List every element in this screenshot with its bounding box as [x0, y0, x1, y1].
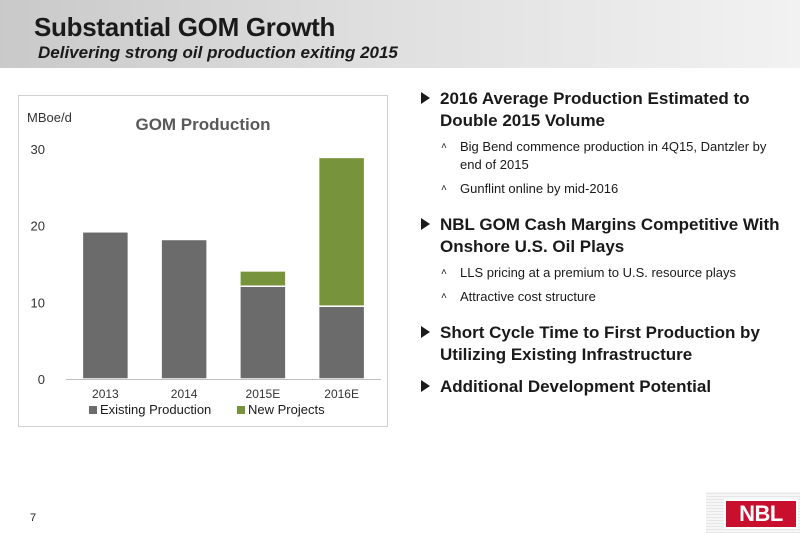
bullet-text: 2016 Average Production Estimated to Dou…	[440, 89, 750, 130]
sub-bullet-item: ˄ Gunflint online by mid-2016	[420, 180, 790, 198]
page-number: 7	[30, 512, 37, 524]
sub-bullet-item: ˄ Attractive cost structure	[420, 288, 790, 306]
sub-bullet-text: Attractive cost structure	[460, 289, 596, 304]
bullet-arrow-icon	[421, 380, 430, 392]
sub-bullet-item: ˄ Big Bend commence production in 4Q15, D…	[420, 138, 790, 174]
nbl-logo: NBL	[724, 499, 798, 529]
bar-new-projects-2016E	[317, 156, 366, 307]
sub-bullet-caret-icon: ˄	[441, 291, 447, 302]
bullet-item: 2016 Average Production Estimated to Dou…	[420, 88, 790, 132]
bullet-list: 2016 Average Production Estimated to Dou…	[420, 88, 790, 398]
sub-bullet-text: LLS pricing at a premium to U.S. resourc…	[460, 265, 737, 280]
bullet-text: Short Cycle Time to First Production by …	[440, 323, 760, 364]
gom-production-chart: MBoe/d GOM Production 0 10 20 30 2013 2014 20…	[27, 110, 381, 417]
sub-bullet-caret-icon: ˄	[441, 267, 447, 278]
y-tick-label: 0	[38, 372, 45, 387]
bar-new-projects-2015E	[239, 270, 287, 287]
bar-existing-2015E	[239, 285, 287, 380]
bullet-text: Additional Development Potential	[440, 377, 712, 396]
bar-existing-2016E	[317, 305, 366, 380]
page-title: Substantial GOM Growth	[34, 12, 336, 42]
bar-existing-2014	[160, 238, 208, 380]
y-tick-label: 20	[31, 219, 45, 234]
bar-existing-2013	[81, 231, 130, 380]
sub-bullet-text: Big Bend commence production in 4Q15, Da…	[460, 139, 767, 172]
bullet-arrow-icon	[421, 92, 430, 104]
sub-bullet-text: Gunflint online by mid-2016	[460, 181, 619, 196]
bullet-arrow-icon	[421, 326, 430, 338]
sub-bullet-caret-icon: ˄	[441, 183, 447, 194]
y-tick-label: 30	[31, 142, 45, 157]
chart-panel: MBoe/d GOM Production 0 10 20 30 2013 2014 20…	[18, 95, 388, 427]
legend-swatch-existing	[89, 406, 97, 414]
bullet-item: Additional Development Potential	[420, 376, 790, 398]
bullet-text: NBL GOM Cash Margins Competitive With On…	[440, 215, 780, 256]
y-tick-label: 10	[31, 295, 45, 310]
x-tick-label: 2014	[171, 387, 198, 401]
sub-bullet-item: ˄ LLS pricing at a premium to U.S. resour…	[420, 264, 790, 282]
chart-title: GOM Production	[135, 115, 270, 134]
y-axis-label: MBoe/d	[27, 110, 72, 125]
x-tick-label: 2015E	[246, 387, 281, 401]
sub-bullet-caret-icon: ˄	[441, 141, 447, 152]
page-subtitle: Delivering strong oil production exiting…	[38, 43, 398, 62]
legend-swatch-new-projects	[237, 406, 245, 414]
header-banner: Substantial GOM Growth Delivering strong…	[0, 0, 800, 68]
x-tick-label: 2013	[92, 387, 119, 401]
legend-label: Existing Production	[100, 402, 211, 417]
bullet-item: NBL GOM Cash Margins Competitive With On…	[420, 214, 790, 258]
x-tick-label: 2016E	[324, 387, 359, 401]
bullet-item: Short Cycle Time to First Production by …	[420, 322, 790, 366]
bullet-arrow-icon	[421, 218, 430, 230]
legend-label: New Projects	[248, 402, 325, 417]
